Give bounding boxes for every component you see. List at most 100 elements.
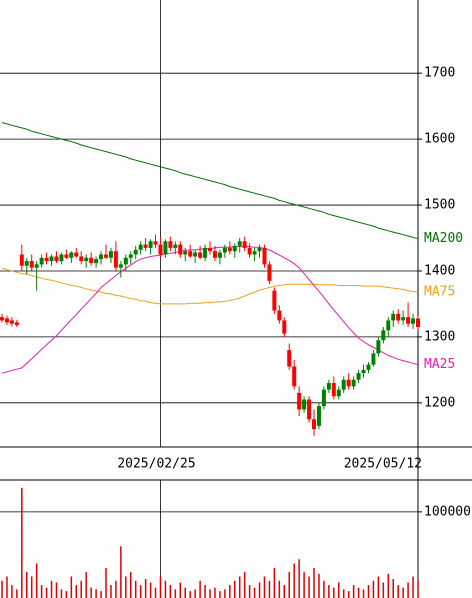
volume-bar xyxy=(1,580,3,598)
volume-bar xyxy=(194,589,196,598)
candle-body xyxy=(108,251,113,258)
volume-bar xyxy=(179,582,182,598)
volume-bar xyxy=(357,587,360,598)
volume-bar xyxy=(40,585,43,598)
y-tick-label: 1700 xyxy=(424,66,455,81)
candle-body xyxy=(84,257,89,262)
moving-average-line xyxy=(1,246,419,374)
volume-bar xyxy=(342,589,345,598)
candle-body xyxy=(336,389,341,397)
candle-body xyxy=(252,251,257,255)
candle-body xyxy=(44,257,49,262)
candle-body xyxy=(9,320,14,324)
volume-bar xyxy=(105,567,107,598)
volume-bar xyxy=(154,587,157,598)
candle-body xyxy=(227,247,232,252)
candle-body xyxy=(123,257,128,265)
candle-body xyxy=(331,383,336,397)
candle-body xyxy=(326,383,331,390)
volume-bar xyxy=(248,585,251,598)
volume-bar xyxy=(412,576,414,598)
candle-body xyxy=(138,244,143,250)
volume-bar xyxy=(268,580,271,598)
candle-body xyxy=(381,330,386,341)
volume-bar xyxy=(347,591,350,598)
volume-bar xyxy=(149,582,152,598)
candle-body xyxy=(366,364,371,370)
candle-body xyxy=(118,264,123,268)
volume-bar xyxy=(70,576,73,598)
candle-body xyxy=(282,320,287,334)
volume-bar xyxy=(16,589,18,598)
candle-body xyxy=(14,322,19,326)
volume-bar xyxy=(303,572,305,598)
candle-body xyxy=(257,247,262,252)
volume-bar xyxy=(189,591,191,598)
volume-bar xyxy=(164,580,167,598)
candle-body xyxy=(351,379,356,387)
volume-bar xyxy=(397,585,399,598)
series-label: MA200 xyxy=(424,231,463,246)
volume-bar xyxy=(288,572,290,598)
volume-bar xyxy=(95,589,97,598)
candle-body xyxy=(99,254,104,260)
volume-bar xyxy=(362,589,365,598)
volume-bar xyxy=(120,546,122,598)
candle-body xyxy=(69,252,74,258)
candle-body xyxy=(74,252,79,257)
volume-bar xyxy=(238,576,241,598)
candle-body xyxy=(242,241,247,248)
candle-body xyxy=(232,245,237,252)
volume-bar xyxy=(35,563,38,598)
candle-body xyxy=(356,373,361,380)
candle-body xyxy=(79,256,84,262)
candle-body xyxy=(148,241,153,248)
volume-bar xyxy=(224,589,226,598)
moving-average-line xyxy=(1,267,419,305)
x-tick-label: 2025/02/25 xyxy=(117,457,195,472)
y-tick-label: 100000 xyxy=(424,504,471,519)
candle-body xyxy=(54,256,59,262)
candle-body xyxy=(262,247,267,265)
volume-bar xyxy=(352,585,355,598)
candle-body xyxy=(272,290,277,311)
y-tick-label: 1400 xyxy=(424,263,455,278)
volume-bar xyxy=(313,567,315,598)
volume-bar xyxy=(90,587,92,598)
candle-body xyxy=(208,247,212,252)
candle-body xyxy=(361,369,366,374)
y-tick-label: 1600 xyxy=(424,132,455,147)
volume-bar xyxy=(75,585,78,598)
volume-bar xyxy=(80,580,82,598)
candle-body xyxy=(222,247,227,253)
volume-bar xyxy=(328,585,330,598)
candle-body xyxy=(133,249,138,255)
candle-body xyxy=(416,318,420,328)
volume-bar xyxy=(293,563,295,598)
y-tick-label: 1200 xyxy=(424,395,455,410)
candle-body xyxy=(302,399,307,410)
candle-body xyxy=(203,247,208,258)
volume-bar xyxy=(159,576,162,598)
candle-body xyxy=(64,254,69,258)
volume-bar xyxy=(6,576,8,598)
volume-bar xyxy=(144,579,147,598)
volume-bar xyxy=(65,591,68,598)
volume-bar xyxy=(21,487,23,598)
volume-bar xyxy=(199,580,201,598)
volume-bar xyxy=(333,587,335,598)
volume-bar xyxy=(209,589,211,598)
candle-body xyxy=(341,379,346,390)
candle-body xyxy=(158,244,163,255)
candle-body xyxy=(128,254,133,258)
candle-body xyxy=(153,241,158,245)
volume-bar xyxy=(318,573,320,598)
y-tick-label: 1300 xyxy=(424,329,455,344)
volume-bar xyxy=(243,572,246,598)
candle-body xyxy=(292,366,297,387)
candle-body xyxy=(376,340,381,354)
candle-body xyxy=(346,379,351,387)
candle-body xyxy=(183,251,188,255)
candle-body xyxy=(277,310,282,321)
